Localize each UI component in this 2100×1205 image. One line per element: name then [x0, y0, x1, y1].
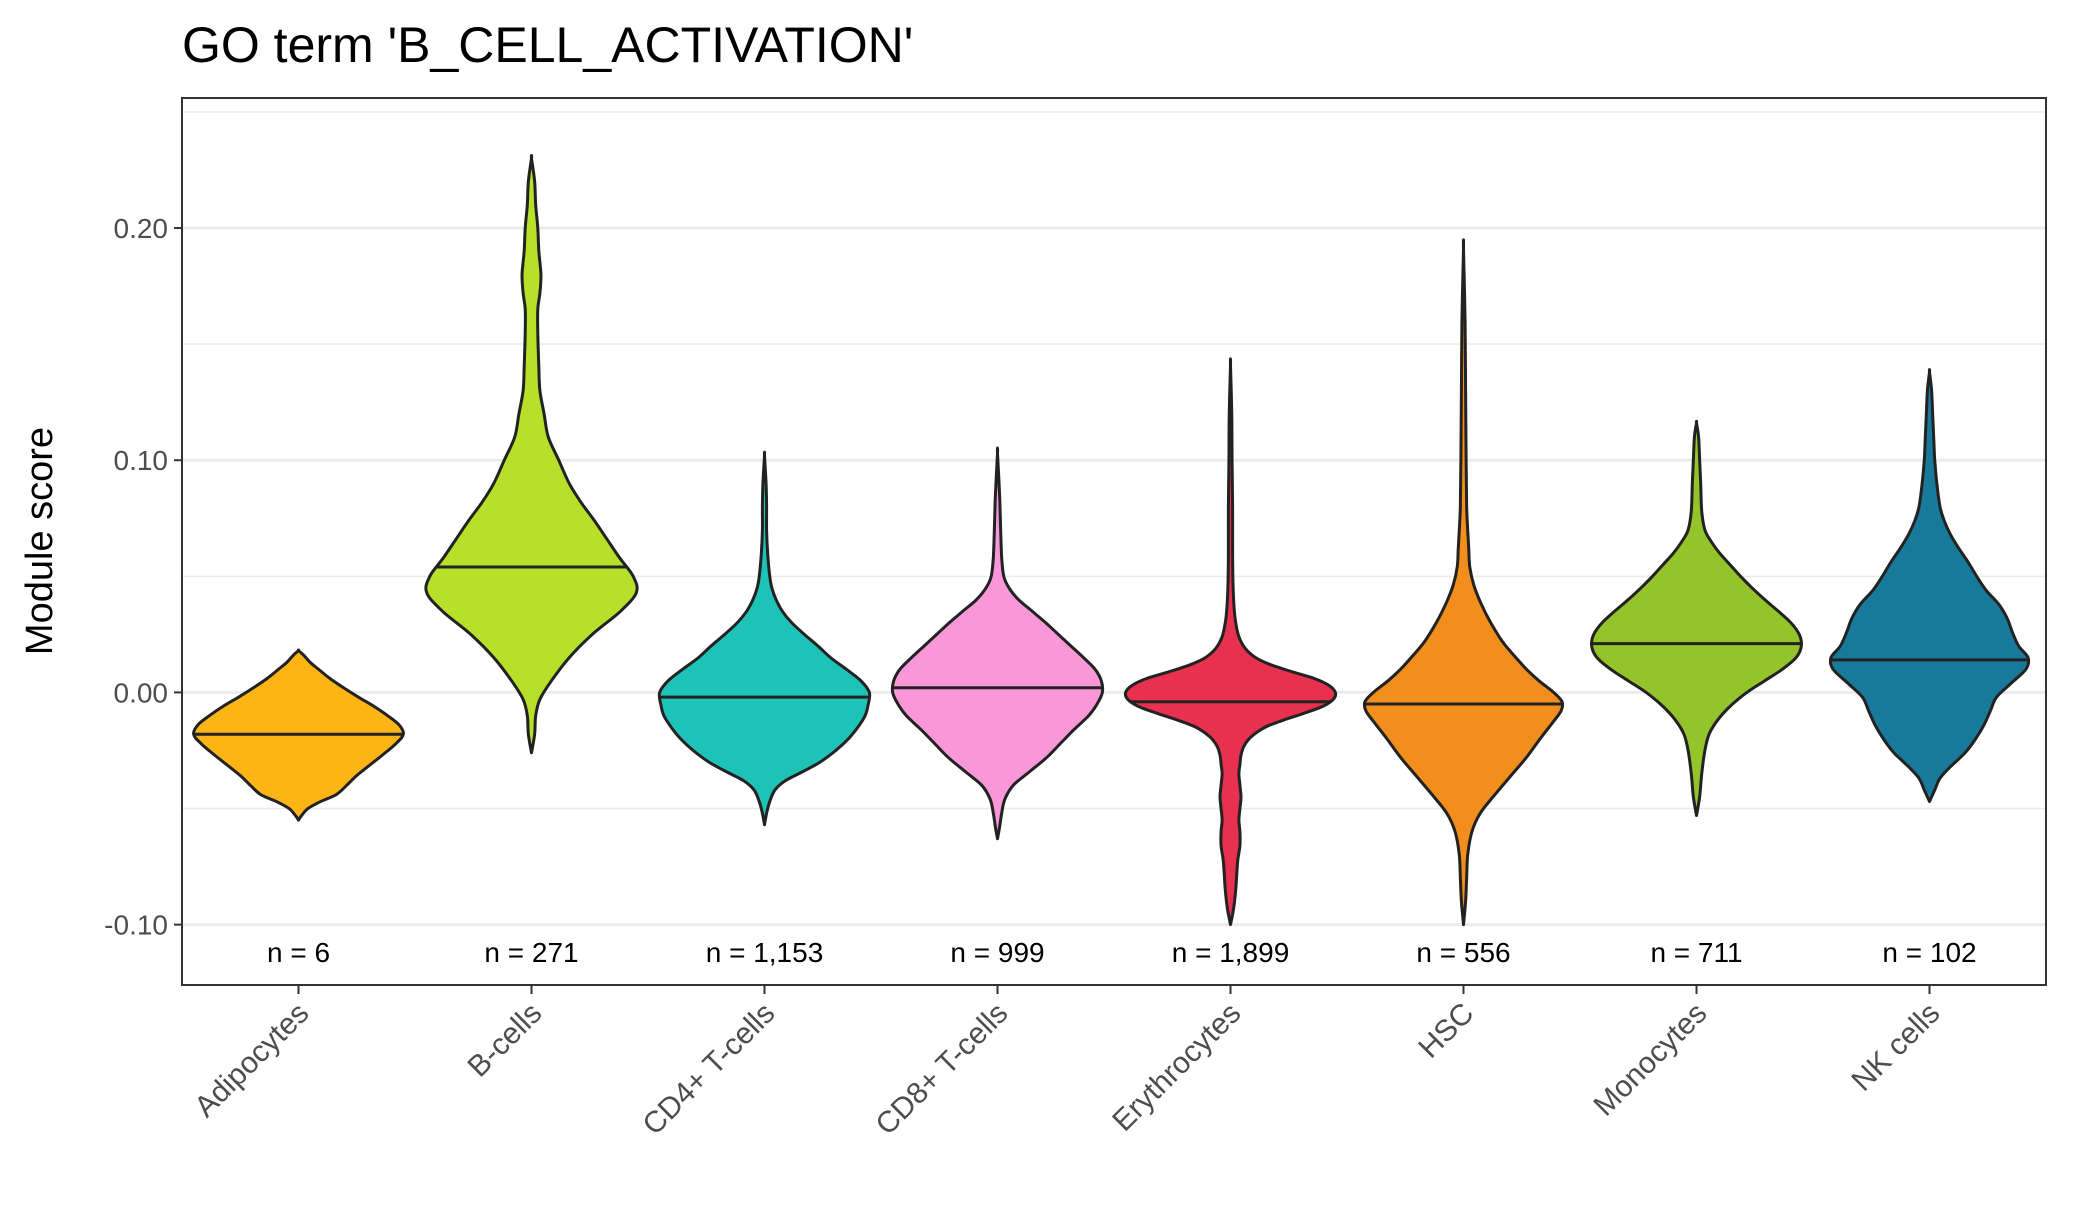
x-axis: Adipocytes B-cells CD4+ T-cells CD8+ T-cell… — [188, 985, 1946, 1142]
n-label: n = 556 — [1416, 937, 1510, 968]
violin-hsc — [1362, 238, 1565, 927]
y-tick-label: 0.10 — [114, 445, 169, 476]
violin-monocytes — [1590, 419, 1803, 817]
violin-nk-cells — [1828, 368, 2031, 804]
x-tick-label: Monocytes — [1588, 997, 1714, 1123]
plot-border — [181, 97, 2047, 986]
y-tick-label: -0.10 — [104, 910, 168, 941]
violins — [192, 153, 2031, 927]
n-label: n = 1,899 — [1172, 937, 1290, 968]
y-tick-label: 0.00 — [114, 677, 169, 708]
n-label: n = 711 — [1650, 937, 1742, 968]
n-label: n = 102 — [1882, 937, 1976, 968]
violin-cd4-t-cells — [657, 450, 872, 827]
x-tick-label: B-cells — [461, 997, 548, 1084]
n-label: n = 999 — [950, 937, 1044, 968]
n-label: n = 6 — [267, 937, 330, 968]
violin-b-cells — [424, 153, 639, 755]
y-axis: -0.10 0.00 0.10 0.20 — [104, 213, 182, 941]
x-tick-label: CD8+ T-cells — [869, 997, 1014, 1142]
y-axis-label: Module score — [19, 427, 61, 655]
x-tick-label: NK cells — [1845, 997, 1946, 1098]
x-tick-label: HSC — [1412, 997, 1480, 1065]
x-tick-label: CD4+ T-cells — [636, 997, 781, 1142]
n-labels: n = 6 n = 271 n = 1,153 n = 999 n = 1,899 n =… — [267, 937, 1977, 968]
chart-title: GO term 'B_CELL_ACTIVATION' — [182, 17, 913, 73]
violin-erythrocytes — [1123, 357, 1338, 927]
x-tick-label: Erythrocytes — [1106, 997, 1247, 1138]
n-label: n = 271 — [484, 937, 578, 968]
n-label: n = 1,153 — [706, 937, 824, 968]
y-tick-label: 0.20 — [114, 213, 169, 244]
x-tick-label: Adipocytes — [188, 997, 315, 1124]
violin-cd8-t-cells — [890, 446, 1105, 841]
